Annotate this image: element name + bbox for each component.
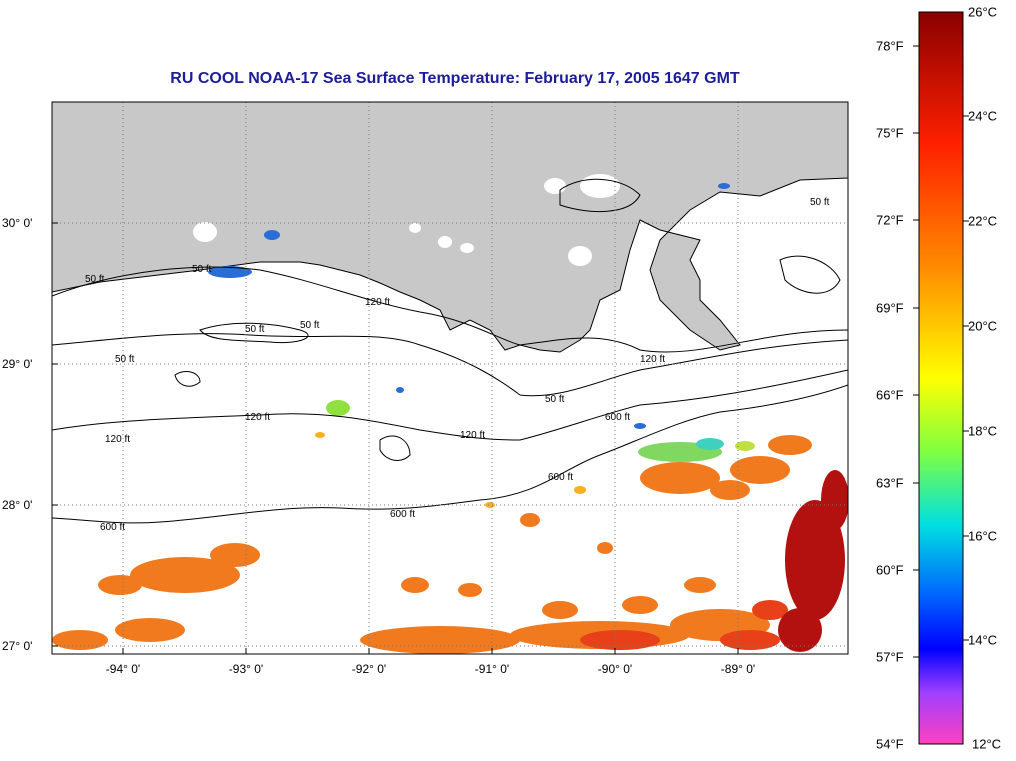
contour-600ft [52,384,848,524]
contour-label: 120 ft [365,297,390,308]
colorbar-ticks [913,45,969,658]
contour-label: 50 ft [85,274,105,285]
cold-water-patches [208,183,730,429]
colorbar-f-label: 72°F [876,212,904,228]
contour-label: 120 ft [105,434,130,445]
contour-label: 50 ft [300,320,320,331]
contour-misc-5 [174,371,201,387]
contour-labels: 50 ft 50 ft 50 ft 50 ft 50 ft 50 ft 50 f… [85,197,830,533]
very-warm-water-patches [778,470,848,652]
axis-ticks [52,222,739,654]
map-title: RU COOL NOAA-17 Sea Surface Temperature:… [170,70,740,87]
contour-misc-1 [199,322,309,344]
colorbar-f-label: 54°F [876,736,904,752]
graticule [52,102,848,654]
colorbar-f-label: 78°F [876,38,904,54]
contour-label: 600 ft [390,509,415,520]
contour-label: 600 ft [100,522,125,533]
lon-tick-label: -91° 0' [474,662,510,676]
colorbar-f-label: 66°F [876,387,904,403]
contour-label: 120 ft [640,354,665,365]
warm-water-patches [52,435,812,654]
colorbar-c-label: 26°C [968,4,998,20]
lon-tick-label: -94° 0' [105,662,141,676]
lon-tick-label: -93° 0' [228,662,264,676]
lon-tick-label: -90° 0' [597,662,633,676]
hot-water-patches [580,600,788,650]
colorbar [918,11,964,745]
contour-50ft [52,266,848,353]
colorbar-c-label: 16°C [968,528,998,544]
bathymetry-contours [52,178,848,524]
lat-tick-label: 27° 0' [2,639,33,653]
lat-tick-label: 28° 0' [2,498,33,512]
colorbar-f-label: 69°F [876,300,904,316]
colorbar-c-label: 18°C [968,423,998,439]
lon-tick-label: -92° 0' [351,662,387,676]
contour-label: 50 ft [545,394,565,405]
colorbar-f-label: 60°F [876,562,904,578]
cool-water-patches [326,400,755,462]
plot-frame [51,101,849,655]
contour-label: 50 ft [192,264,212,275]
lat-tick-label: 29° 0' [2,357,33,371]
colorbar-c-label: 20°C [968,318,998,334]
lon-tick-label: -89° 0' [720,662,756,676]
contour-label: 600 ft [605,412,630,423]
lat-tick-label: 30° 0' [2,216,33,230]
contour-misc-3 [779,255,841,294]
contour-120ft-b [52,369,848,441]
contour-misc-4 [379,435,411,461]
contour-label: 120 ft [245,412,270,423]
contour-label: 120 ft [460,430,485,441]
contour-label: 50 ft [245,324,265,335]
contour-misc-2 [559,178,641,213]
colorbar-c-label: 14°C [968,632,998,648]
colorbar-c-label: 22°C [968,213,998,229]
colorbar-f-label: 63°F [876,475,904,491]
colorbar-f-label: 57°F [876,649,904,665]
contour-label: 600 ft [548,472,573,483]
land-mass [52,102,848,353]
colorbar-c-label: 12°C [972,736,1002,752]
contour-120ft [52,333,848,397]
colorbar-c-label: 24°C [968,108,998,124]
colorbar-f-label: 75°F [876,125,904,141]
contour-label: 50 ft [115,354,135,365]
contour-label: 50 ft [810,197,830,208]
